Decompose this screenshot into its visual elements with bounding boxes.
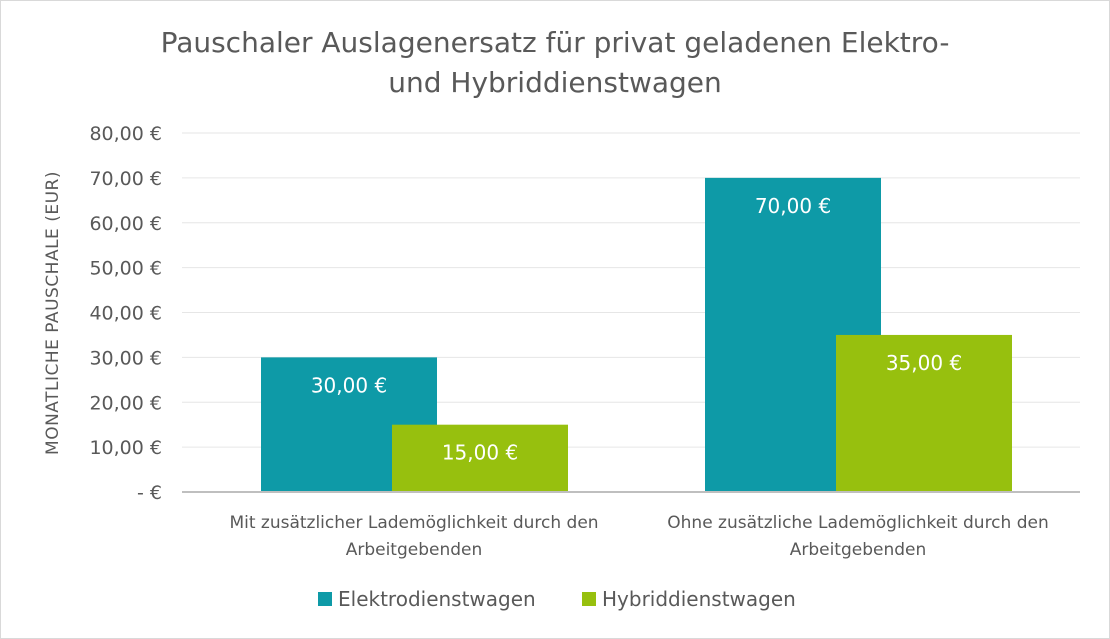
y-tick-label: 30,00 € [89,347,162,369]
y-tick-label: 50,00 € [89,258,162,280]
bar-hybrid [392,424,568,492]
y-tick-label: - € [137,482,162,504]
x-category-label: Mit zusätzlicher Lademöglichkeit durch d… [229,513,598,533]
y-tick-label: 40,00 € [89,303,162,325]
data-label: 15,00 € [442,441,518,465]
bar-hybrid [836,334,1012,492]
legend-label: Hybriddienstwagen [602,587,796,611]
x-category-label: Ohne zusätzliche Lademöglichkeit durch d… [667,513,1048,533]
x-category-label: Arbeitgebenden [790,540,927,560]
y-axis-label: MONATLICHE PAUSCHALE (EUR) [43,171,63,455]
data-label: 30,00 € [311,373,387,397]
chart-title-line-1: Pauschaler Auslagenersatz für privat gel… [161,26,950,59]
chart-title: Pauschaler Auslagenersatz für privat gel… [161,26,950,99]
x-category-label: Arbeitgebenden [346,540,483,560]
y-tick-label: 20,00 € [89,392,162,414]
bars: 30,00 € 70,00 € 15,00 € 35,00 € [261,177,1012,492]
y-tick-label: 80,00 € [89,123,162,145]
x-axis-categories: Mit zusätzlicher Lademöglichkeit durch d… [229,513,1048,560]
legend-swatch [318,592,332,606]
y-tick-label: 10,00 € [89,437,162,459]
legend-label: Elektrodienstwagen [338,587,536,611]
chart-title-line-2: und Hybriddienstwagen [388,66,722,99]
data-label: 70,00 € [755,194,831,218]
y-tick-label: 70,00 € [89,168,162,190]
data-label: 35,00 € [886,351,962,375]
legend-swatch [582,592,596,606]
y-axis-ticks: - € 10,00 € 20,00 € 30,00 € 40,00 € 50,00 € 60… [89,123,162,504]
y-tick-label: 60,00 € [89,213,162,235]
legend: Elektrodienstwagen Hybriddienstwagen [318,587,796,611]
